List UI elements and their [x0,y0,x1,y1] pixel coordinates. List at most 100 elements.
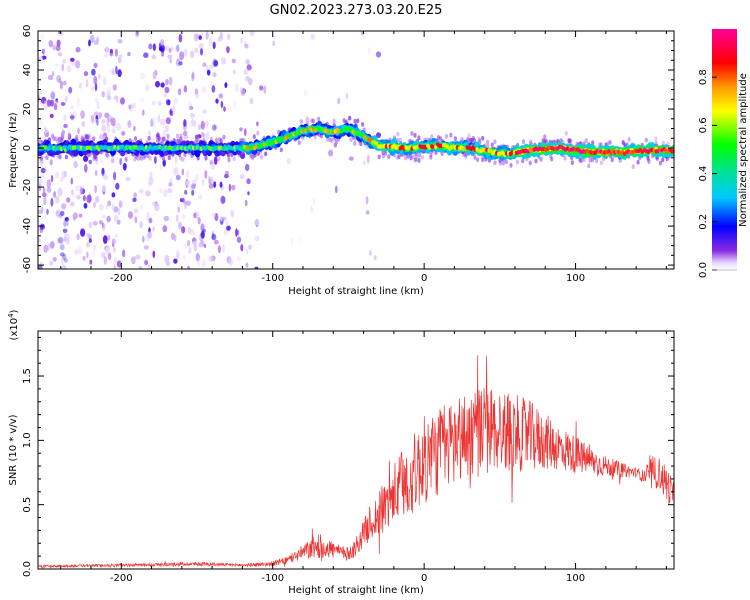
spectrogram-noise-blob [303,89,308,96]
spectrogram-halo-blob [330,138,334,144]
spectrogram-halo-blob [631,164,635,170]
spectrogram-noise-blob [58,236,64,244]
spectrogram-noise-blob [213,124,218,130]
spectrogram-noise-blob [200,48,203,56]
spectrogram-halo-blob [256,151,260,157]
spectrogram-noise-blob [101,173,106,178]
spectrogram-noise-blob [212,72,217,77]
spectrogram-halo-blob [415,153,419,159]
spectrogram-noise-blob [259,85,264,91]
spectrogram-halo-blob [481,157,485,163]
spectrogram-noise-blob [104,53,108,58]
spectrogram-halo-blob [140,156,144,161]
spectrogram-halo-blob [179,155,183,161]
spectrogram-noise-blob [76,194,81,200]
spectrogram-halo-blob [462,152,466,157]
spectrogram-noise-blob [244,199,248,207]
spectrogram-noise-blob [79,186,83,196]
spectrogram-halo-blob [232,156,236,162]
spectrogram-noise-blob [86,232,91,238]
spectrogram-noise-blob [230,209,234,218]
spectrogram-noise-blob [75,185,80,192]
spectrogram-noise-blob [169,110,173,115]
spectrogram-noise-blob [128,104,131,110]
spectrogram-noise-blob [70,201,75,207]
spectrogram-noise-blob [50,197,54,207]
spectrogram-noise-blob [362,160,366,166]
spectrogram-noise-blob [191,71,195,80]
spectrogram-halo-blob [570,160,574,166]
spectrogram-noise-blob [159,47,164,52]
spectrogram-noise-blob [89,34,95,44]
spectrogram-halo-blob [332,118,336,124]
spectrogram-noise-blob [46,179,52,189]
spectrogram-halo-blob [476,157,480,163]
spectrogram-frame [37,30,675,270]
spectrogram-noise-blob [225,220,229,226]
spectrogram-halo-blob [418,152,422,158]
spectrogram-noise-blob [105,246,110,255]
spectrogram-noise-blob [122,162,127,171]
spectrogram-halo-blob [621,140,625,145]
spectrogram-noise-blob [204,51,208,57]
colorbar-tick-label: 0.8 [698,69,709,85]
spectrogram-halo-blob [413,133,417,138]
spectrogram-halo-blob [644,137,648,143]
spectrogram-halo-blob [522,139,526,145]
spectrogram-noise-blob [145,190,151,197]
spectrogram-noise-blob [43,45,46,55]
spectrogram-noise-blob [70,189,74,196]
spectrogram-noise-blob [107,234,111,241]
spectrogram-noise-blob [134,216,138,224]
spectrogram-halo-blob [481,135,485,141]
spectrogram-halo-blob [148,155,152,161]
spectrogram-noise-blob [38,264,43,269]
spectrogram-noise-blob [83,71,89,77]
spectrogram-halo-blob [563,155,567,161]
snr-panel: -200 -100 0 100 0.0 0.5 1.0 1.5 Height of strai… [7,309,675,596]
spectrogram-noise-blob [154,69,158,76]
spectrogram-noise-blob [135,254,141,260]
spectrogram-noise-blob [148,217,153,224]
spectrogram-halo-blob [56,139,60,145]
spectrogram-noise-blob [161,129,167,139]
spectrogram-noise-blob [197,217,201,225]
spectrogram-halo-blob [297,140,301,146]
spectrogram-halo-blob [156,132,160,138]
spectrogram-noise-blob [66,218,69,227]
spectrogram-noise-blob [91,68,96,76]
spectrogram-halo-blob [410,131,414,136]
spectrogram-halo-blob [162,156,166,161]
spectrogram-noise-blob [185,200,192,206]
spectrogram-noise-blob [310,33,315,41]
spectrogram-ridge-cell [369,137,373,142]
spectrogram-noise-blob [62,264,67,269]
spectrogram-noise-blob [376,132,381,139]
spectrogram-noise-blob [38,138,42,146]
spectrogram-noise-blob [60,176,64,182]
spectrogram-noise-blob [189,105,194,110]
spectrogram-noise-blob [208,175,211,181]
spectrogram-noise-blob [202,133,208,142]
spectrogram-noise-blob [234,83,240,93]
spectrogram-noise-blob [115,122,122,131]
spectrogram-noise-blob [198,35,202,40]
spectrogram-noise-blob [162,225,168,233]
snr-series-line [38,355,674,569]
spectrogram-noise-blob [138,265,142,269]
spectrogram-noise-blob [117,207,121,216]
spectrogram-halo-blob [486,143,490,149]
spectrogram-halo-blob [92,136,96,142]
spectrogram-noise-blob [78,213,83,218]
colorbar-gradient [712,29,737,270]
spectrogram-noise-blob [63,220,67,227]
spectrogram-noise-blob [151,54,157,60]
spectrogram-noise-blob [244,163,250,172]
spectrogram-noise-blob [210,161,215,170]
spectrogram-noise-blob [133,125,136,132]
y-tick-label: 0 [22,145,33,151]
spectrogram-noise-blob [76,102,80,107]
spectrogram-noise-blob [167,54,173,59]
spectrogram-halo-blob [490,142,494,148]
spectrogram-noise-blob [175,174,181,181]
